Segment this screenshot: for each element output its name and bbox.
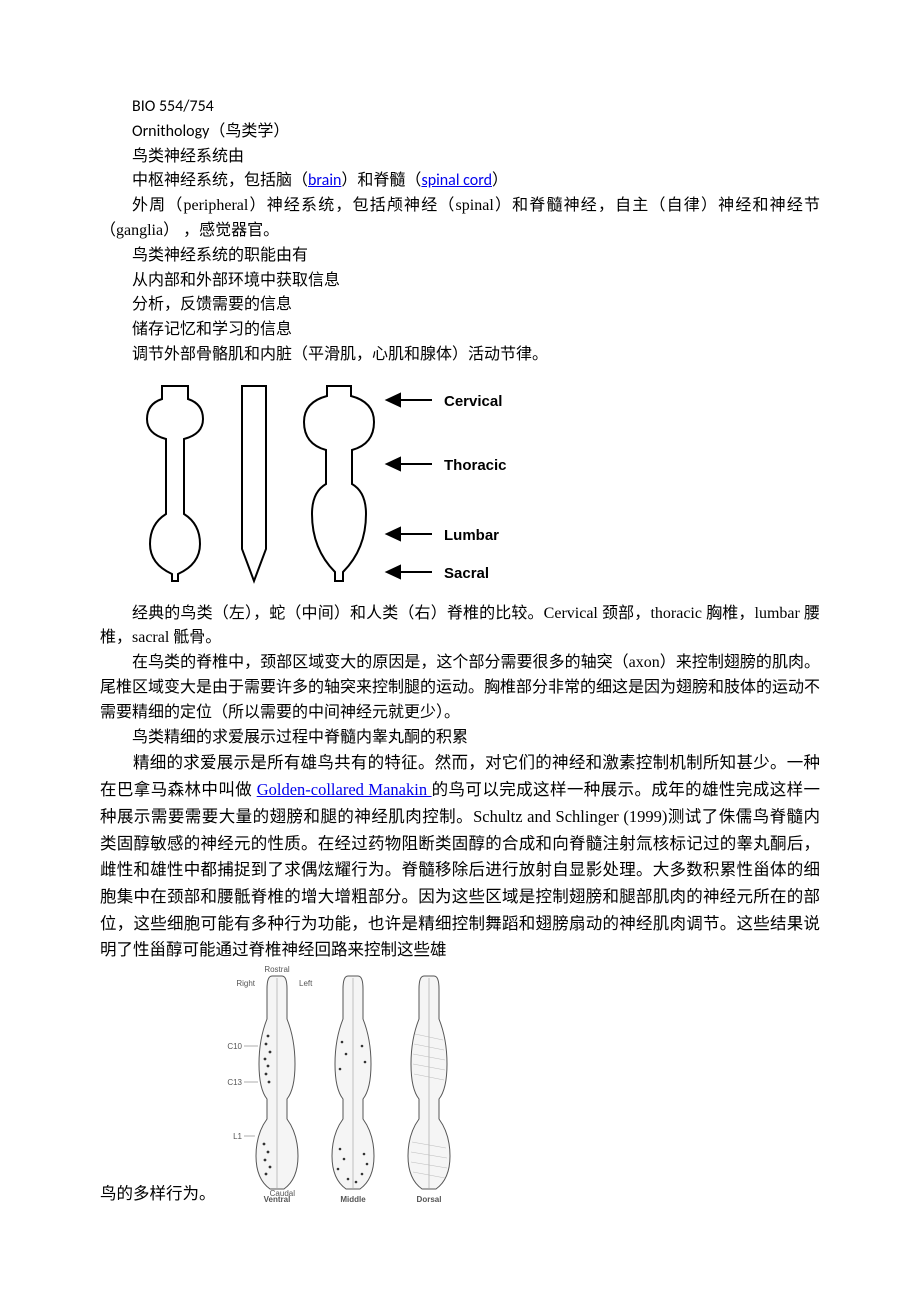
svg-text:Ventral: Ventral bbox=[263, 1195, 290, 1204]
caption: 经典的鸟类（左），蛇（中间）和人类（右）脊椎的比较。Cervical 颈部，th… bbox=[100, 602, 820, 652]
course-title: Ornithology（鸟类学） bbox=[100, 120, 820, 145]
document-page: BIO 554/754 Ornithology（鸟类学） 鸟类神经系统由 中枢神… bbox=[0, 0, 920, 1253]
spinal-comparison-diagram: Cervical Thoracic Lumbar Sacral bbox=[132, 374, 820, 598]
lumbar-label: Lumbar bbox=[444, 527, 499, 544]
svg-text:Middle: Middle bbox=[340, 1195, 366, 1204]
svg-text:Rostral: Rostral bbox=[264, 965, 290, 974]
spinal-cord-link[interactable]: spinal cord bbox=[421, 171, 492, 190]
course-code: BIO 554/754 bbox=[100, 95, 820, 120]
spinal-sections-figure: Rostral Right Left C10 C13 L1 Caudal Ven… bbox=[220, 964, 480, 1213]
svg-text:Left: Left bbox=[299, 979, 313, 988]
section-heading: 鸟类精细的求爱展示过程中脊髓内睾丸酮的积累 bbox=[100, 726, 820, 751]
body-line: 分析，反馈需要的信息 bbox=[100, 293, 820, 318]
body-line: 从内部和外部环境中获取信息 bbox=[100, 269, 820, 294]
body-paragraph: 在鸟类的脊椎中，颈部区域变大的原因是，这个部分需要很多的轴突（axon）来控制翅… bbox=[100, 651, 820, 725]
bottom-row: 鸟的多样行为。 bbox=[100, 964, 820, 1213]
sacral-label: Sacral bbox=[444, 565, 489, 582]
svg-text:C10: C10 bbox=[227, 1042, 242, 1051]
trailing-text: 鸟的多样行为。 bbox=[100, 1181, 216, 1213]
body-line: 调节外部骨骼肌和内脏（平滑肌，心肌和腺体）活动节律。 bbox=[100, 343, 820, 368]
svg-text:C13: C13 bbox=[227, 1078, 242, 1087]
thoracic-label: Thoracic bbox=[444, 457, 507, 474]
body-line: 鸟类神经系统由 bbox=[100, 145, 820, 170]
svg-text:Dorsal: Dorsal bbox=[416, 1195, 441, 1204]
body-line: 鸟类神经系统的职能由有 bbox=[100, 244, 820, 269]
svg-text:L1: L1 bbox=[233, 1132, 242, 1141]
body-line: 外周（peripheral）神经系统，包括颅神经（spinal）和脊髓神经，自主… bbox=[100, 194, 820, 244]
body-line: 储存记忆和学习的信息 bbox=[100, 318, 820, 343]
body-line: 中枢神经系统，包括脑（brain）和脊髓（spinal cord） bbox=[100, 169, 820, 194]
cervical-label: Cervical bbox=[444, 393, 502, 410]
manakin-link[interactable]: Golden-collared Manakin bbox=[257, 780, 432, 799]
brain-link[interactable]: brain bbox=[308, 171, 341, 190]
svg-text:Right: Right bbox=[236, 979, 255, 988]
body-paragraph: 精细的求爱展示是所有雄鸟共有的特征。然而，对它们的神经和激素控制机制所知甚少。一… bbox=[100, 750, 820, 964]
